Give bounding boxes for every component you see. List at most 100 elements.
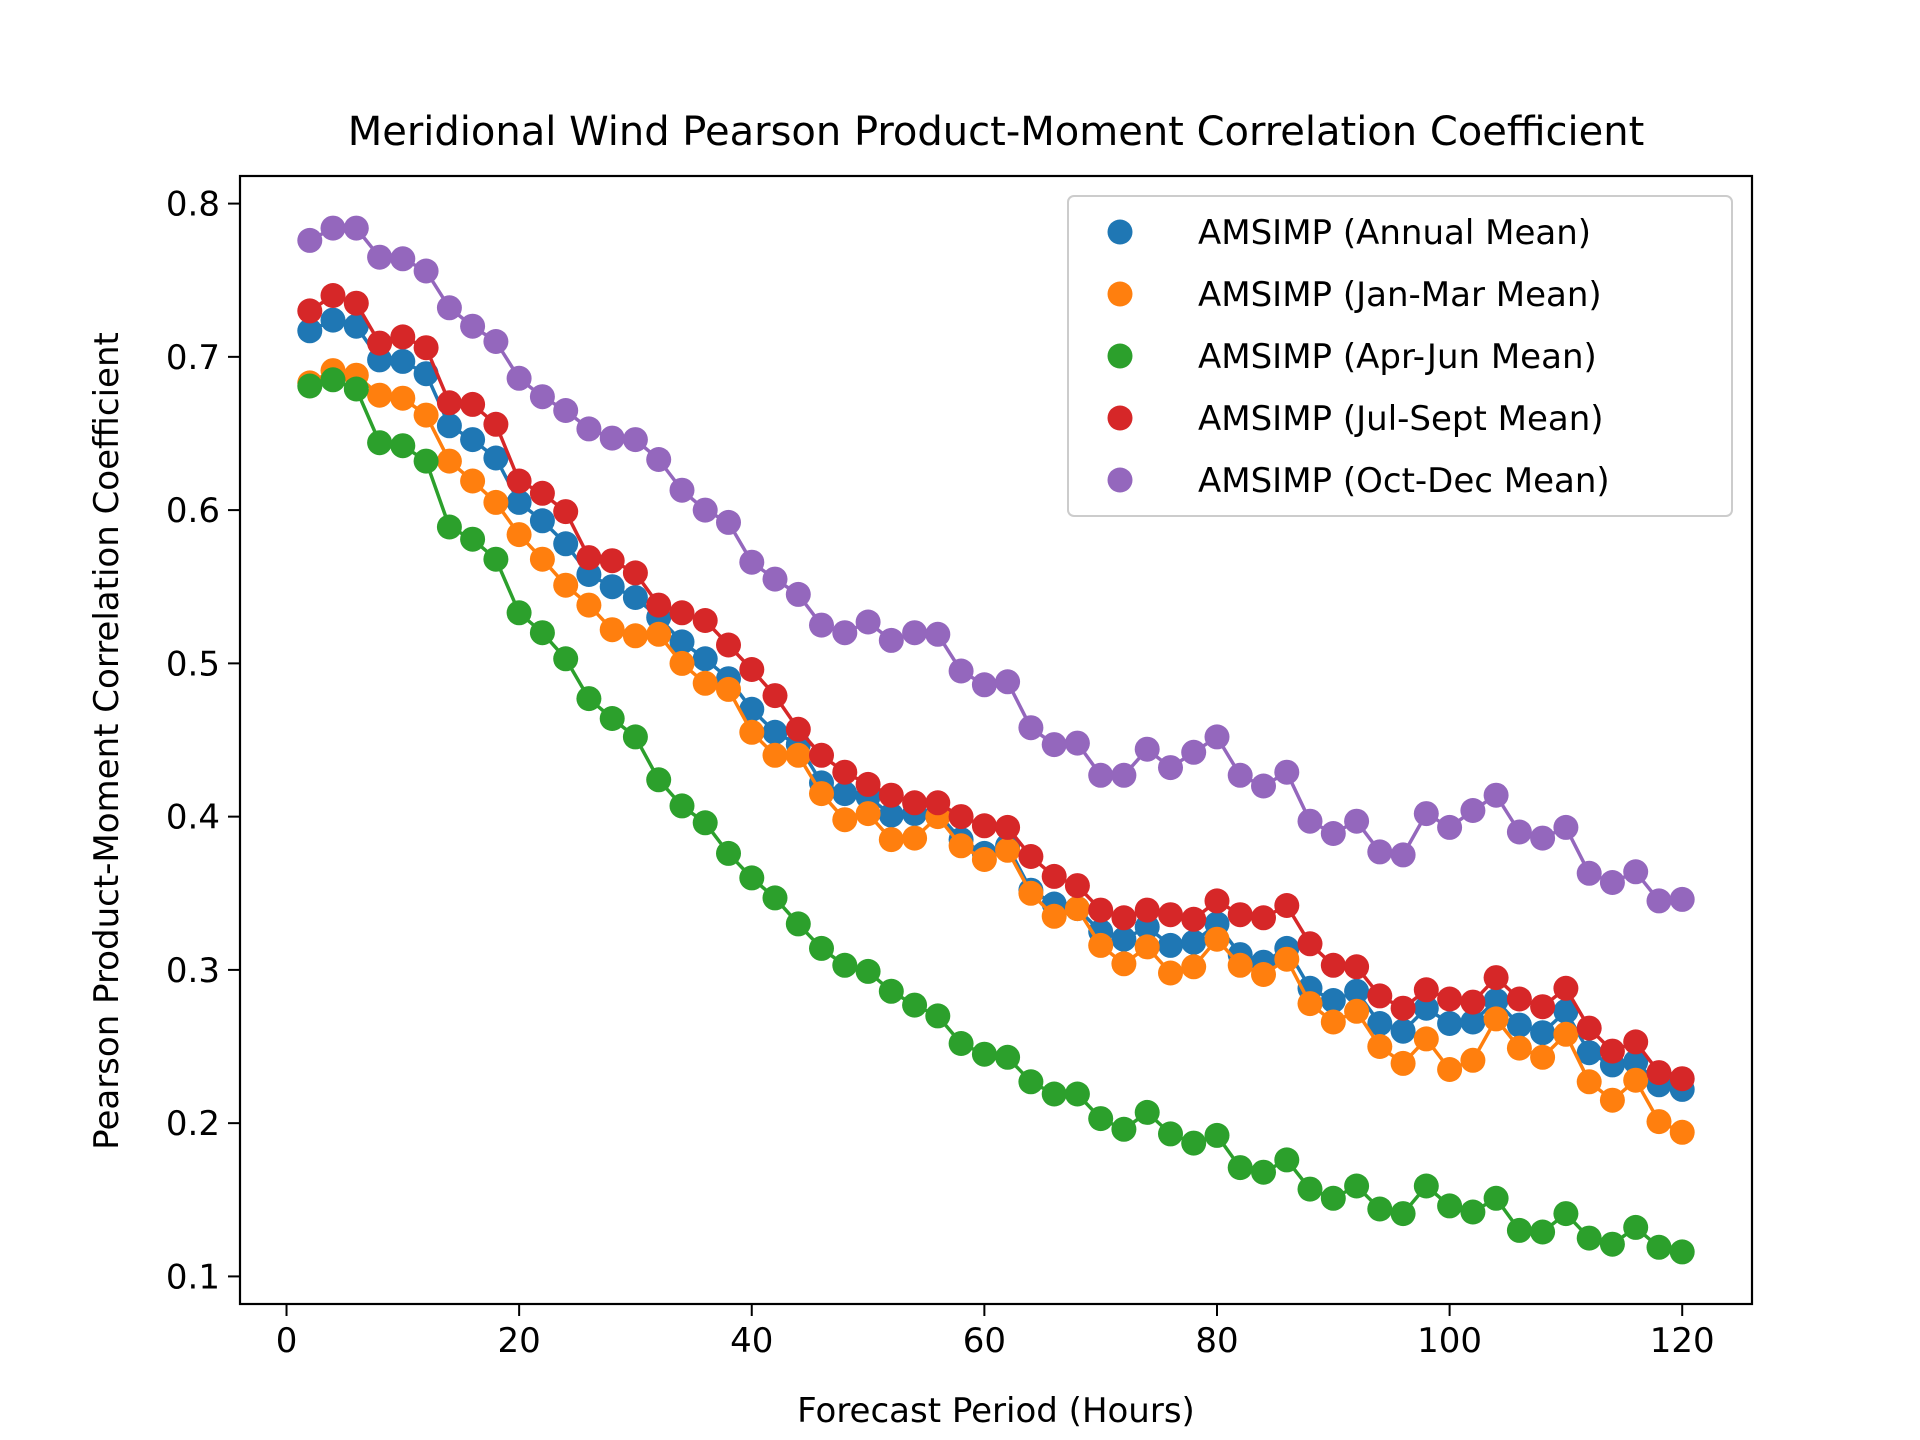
data-point [506,522,532,548]
x-axis: 0 20 40 60 80 100 120 [276,1304,1715,1361]
data-point [925,1003,951,1029]
data-point [1111,1116,1137,1142]
data-point [1390,1050,1416,1076]
data-point [716,509,741,535]
data-point [460,427,486,453]
data-point [1297,991,1323,1017]
data-point [785,581,811,607]
data-point [1623,859,1649,885]
data-point [390,385,416,411]
data-point [832,952,858,978]
data-point [1041,863,1067,889]
series-4 [297,215,1695,914]
data-point [692,608,718,633]
legend-marker [1107,343,1133,369]
data-point [320,367,346,393]
data-point [646,592,672,618]
data-point [1669,1119,1695,1145]
y-tick-label: 0.7 [166,338,220,378]
data-point [1064,1081,1090,1107]
data-point [1251,962,1276,987]
data-point [1367,1011,1393,1036]
data-point [1460,989,1486,1015]
data-point [1483,1006,1509,1032]
data-point [832,781,858,807]
legend-entry: AMSIMP (Apr-Jun Mean) [1107,337,1597,377]
legend-entry: AMSIMP (Oct-Dec Mean) [1107,461,1610,501]
data-point [1413,1026,1439,1052]
data-point [1437,1057,1463,1082]
data-point [1111,762,1137,788]
data-point [1297,1176,1323,1202]
data-point [506,365,532,391]
data-point [948,804,974,830]
data-point [995,837,1021,863]
data-point [971,1041,997,1067]
plot-area [297,215,1695,1265]
legend-box [1067,195,1733,517]
data-point [367,330,393,356]
data-point [669,600,695,626]
data-point [1064,896,1090,922]
data-point [646,447,672,472]
data-point [1320,821,1346,846]
data-point [436,295,462,321]
legend-label: AMSIMP (Apr-Jun Mean) [1198,337,1597,377]
data-point [1553,814,1579,840]
data-point [1320,988,1346,1013]
data-point [1088,932,1114,958]
data-point [1204,1122,1230,1148]
data-point [1134,934,1160,960]
data-point [855,609,881,635]
data-point [669,629,695,655]
data-point [1460,798,1486,823]
data-point [343,313,369,339]
data-point [1088,897,1114,923]
data-point [1158,755,1183,781]
data-point [1623,1049,1649,1075]
data-point [483,329,509,354]
data-point [1204,926,1230,952]
data-point [367,430,393,456]
data-point [878,802,904,828]
x-tick-label: 60 [963,1321,1006,1361]
data-point [902,620,928,646]
data-point [878,978,904,1004]
data-point [599,706,625,731]
data-point [971,847,997,872]
data-point [1576,1040,1602,1066]
data-point [553,531,579,557]
data-point [622,724,648,750]
data-point [1251,1159,1276,1185]
data-point [1274,893,1300,918]
data-point [1111,951,1137,977]
data-point [1344,1173,1370,1199]
data-point [669,477,695,503]
data-point [809,612,834,638]
data-point [436,390,462,416]
data-point [1390,1201,1416,1227]
data-point [1553,975,1579,1001]
data-point [1437,1011,1463,1036]
data-point [948,833,974,859]
data-point [1437,986,1463,1012]
data-point [413,335,439,361]
data-point [1158,1121,1183,1147]
data-point [1530,1044,1556,1070]
data-point [622,585,648,610]
legend-marker [1107,467,1133,493]
data-point [1460,1199,1486,1225]
x-tick-label: 120 [1650,1321,1715,1361]
data-point [948,658,974,684]
data-point [367,382,393,408]
data-point [390,433,416,459]
data-point [529,480,555,506]
data-point [1530,1020,1556,1046]
data-point [576,416,602,442]
data-point [1297,808,1323,834]
data-point [971,672,997,698]
data-point [1064,730,1090,756]
data-point [622,427,648,453]
data-point [878,827,904,853]
data-point [1041,903,1067,929]
